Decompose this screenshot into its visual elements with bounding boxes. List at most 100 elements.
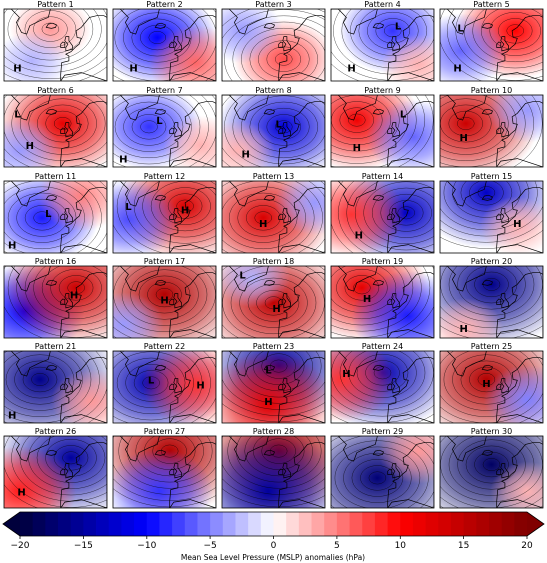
isobar xyxy=(469,366,504,393)
isobar xyxy=(53,117,72,130)
coastline-iceland xyxy=(263,194,275,201)
coastline-greenland xyxy=(113,181,160,207)
coastline-europe xyxy=(60,95,107,167)
coastline-britain xyxy=(500,36,509,52)
coastline-europe xyxy=(496,95,543,167)
colorbar-cell xyxy=(286,512,300,536)
panel-frame xyxy=(221,435,326,509)
coastline-ireland xyxy=(169,41,175,48)
coastline-ireland xyxy=(387,298,393,305)
isobar xyxy=(222,436,325,495)
isobar xyxy=(480,9,543,56)
isobar xyxy=(143,436,196,470)
coastline-europe xyxy=(278,95,325,167)
colorbar-cell xyxy=(412,512,427,536)
coastline-europe xyxy=(60,181,107,253)
coastline-iceland xyxy=(154,22,166,29)
coastlines xyxy=(331,351,434,423)
isobar xyxy=(331,266,414,326)
colorbar-cell xyxy=(463,512,477,536)
isobar xyxy=(4,9,102,67)
coastline-iceland xyxy=(45,22,57,29)
coastline-britain xyxy=(500,378,509,394)
panel-frame xyxy=(3,8,108,82)
colorbar-cell xyxy=(83,512,97,536)
panel-map xyxy=(440,436,543,508)
coastline-ireland xyxy=(60,298,66,305)
isobar xyxy=(222,181,323,253)
isobar xyxy=(245,205,281,231)
isobar xyxy=(36,436,106,483)
high-pressure-label: H xyxy=(460,133,468,144)
coastline-ireland xyxy=(60,127,66,134)
isobar xyxy=(356,353,409,392)
coastline-europe xyxy=(387,436,434,508)
isobar xyxy=(222,351,325,410)
isobar xyxy=(443,351,530,411)
coastline-britain xyxy=(500,122,509,138)
isobar xyxy=(36,104,89,143)
coastlines xyxy=(331,181,434,253)
isobar xyxy=(397,95,434,167)
isobar xyxy=(331,266,405,320)
isobar xyxy=(269,444,288,458)
coastline-europe xyxy=(169,351,216,423)
coastline-iceland xyxy=(45,364,57,371)
panel-title: Pattern 20 xyxy=(471,257,513,266)
pattern-panel: Pattern 30 xyxy=(439,427,544,509)
coastline-greenland xyxy=(222,351,269,377)
colorbar-cell xyxy=(425,512,439,536)
isobar xyxy=(241,95,325,159)
coastline-britain xyxy=(391,378,400,394)
isobar xyxy=(24,266,107,326)
isobar xyxy=(16,9,85,55)
panel-title: Pattern 3 xyxy=(255,0,291,9)
panel-map: H xyxy=(331,266,434,338)
coastline-ireland xyxy=(278,298,284,305)
panel-frame xyxy=(221,8,326,82)
panel-map: H xyxy=(222,181,325,253)
panel-title: Pattern 26 xyxy=(35,427,77,436)
isobar xyxy=(513,95,543,167)
coastline-europe xyxy=(169,266,216,338)
pattern-panel: H Pattern 15 xyxy=(439,172,544,254)
isobar xyxy=(142,181,216,238)
low-pressure-label: L xyxy=(148,376,155,387)
coastline-europe xyxy=(169,436,216,508)
pattern-panel: H Pattern 10 xyxy=(439,86,544,168)
anomaly-blob xyxy=(331,351,395,423)
isobar xyxy=(331,266,431,338)
panel-map: H xyxy=(4,9,107,81)
isobar xyxy=(363,181,434,245)
anomaly-blob xyxy=(113,292,164,338)
coastlines xyxy=(222,9,325,81)
coastline-iceland xyxy=(154,449,166,456)
isobar xyxy=(235,436,322,483)
high-pressure-label: H xyxy=(26,141,34,152)
coastline-greenland xyxy=(331,9,378,35)
coastline-iceland xyxy=(45,194,57,201)
colorbar-cell xyxy=(58,512,72,536)
coastline-ireland xyxy=(169,127,175,134)
isobar xyxy=(4,186,85,250)
isobar xyxy=(113,266,216,332)
isobar xyxy=(123,107,175,146)
panel-map: LH xyxy=(4,181,107,253)
panel-frame xyxy=(330,94,435,168)
coastline-europe xyxy=(496,351,543,423)
colorbar-cell xyxy=(488,512,503,536)
high-pressure-label: H xyxy=(355,231,363,242)
panel-map xyxy=(331,436,434,508)
isobar xyxy=(252,351,305,385)
isobar xyxy=(343,452,412,503)
anomaly-blob xyxy=(222,9,284,64)
panel-frame xyxy=(221,180,326,254)
coastlines xyxy=(4,9,107,81)
coastline-ireland xyxy=(387,127,393,134)
pattern-panel: H Pattern 26 xyxy=(3,427,108,509)
panel-frame xyxy=(439,350,544,424)
isobar xyxy=(113,95,209,167)
